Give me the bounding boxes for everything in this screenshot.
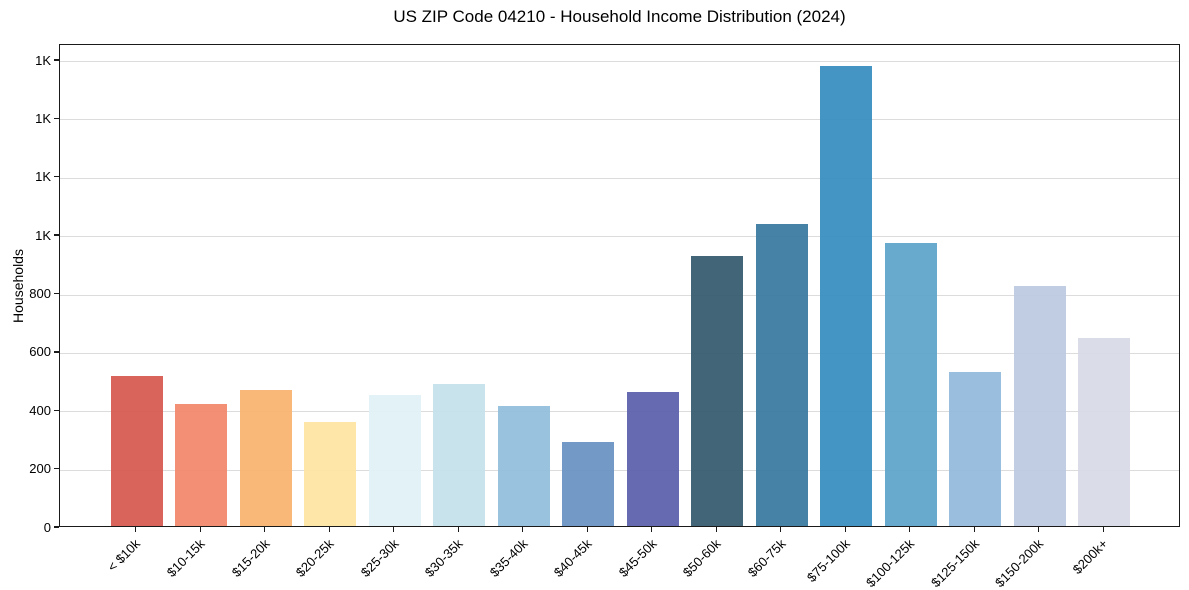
- x-tick-label-text: $75-100k: [803, 536, 853, 585]
- y-tick-label: 800: [29, 286, 51, 302]
- bar-20-25k: [304, 421, 357, 526]
- bar-40-45k: [562, 441, 615, 526]
- y-tick-mark: [53, 467, 59, 470]
- bar-50-60k: [691, 256, 744, 526]
- y-tick-label: 0: [43, 519, 51, 535]
- x-tick-mark: [973, 527, 975, 532]
- x-tick-label-text: $150-200k: [992, 536, 1047, 590]
- x-tick-mark: [651, 527, 653, 532]
- x-tick-mark: [715, 527, 717, 532]
- y-tick-mark: [53, 59, 59, 61]
- x-tick-mark: [393, 527, 395, 532]
- x-tick-mark: [844, 527, 846, 532]
- x-tick-label-text: $60-75k: [744, 536, 789, 580]
- x-tick-mark: [586, 527, 588, 532]
- x-tick-label-text: $10-15k: [164, 536, 208, 580]
- x-tick-mark: [135, 527, 137, 532]
- gridline: [60, 294, 1179, 296]
- x-tick-label-text: $25-30k: [357, 536, 402, 580]
- gridline: [60, 411, 1179, 413]
- y-tick-label: 200: [29, 461, 51, 477]
- y-tick-mark: [53, 292, 59, 295]
- bar-100-125k: [884, 242, 937, 526]
- y-tick-label: 400: [29, 402, 51, 418]
- x-tick-label-text: $40-45k: [551, 536, 595, 580]
- x-tick-mark: [522, 527, 524, 532]
- gridline: [60, 352, 1179, 354]
- y-tick-mark: [53, 176, 59, 178]
- x-tick-label-text: $100-125k: [863, 536, 918, 590]
- bar-75-100k: [820, 66, 873, 526]
- gridline: [60, 469, 1179, 471]
- x-tick-label-text: $200k+: [1069, 536, 1111, 578]
- bar-10-15k: [175, 404, 228, 526]
- bar-150-200k: [1013, 285, 1066, 526]
- bar-45-50k: [626, 391, 679, 526]
- gridline: [60, 236, 1179, 238]
- y-tick-label: 1K: [35, 227, 51, 243]
- x-tick-mark: [909, 527, 911, 532]
- bar-10k: [110, 376, 163, 526]
- y-tick-mark: [53, 117, 59, 120]
- x-tick-label-text: < $10k: [104, 536, 144, 575]
- gridline: [60, 177, 1179, 179]
- plot-area: [59, 44, 1180, 527]
- bar-60-75k: [755, 224, 808, 526]
- y-tick-mark: [53, 351, 59, 353]
- bar-200k: [1078, 338, 1131, 526]
- x-tick-label-text: $30-35k: [422, 536, 466, 580]
- chart-title: US ZIP Code 04210 - Household Income Dis…: [393, 7, 846, 26]
- x-tick-label-text: $45-50k: [615, 536, 660, 580]
- x-tick-mark: [780, 527, 782, 532]
- x-tick-mark: [199, 527, 201, 532]
- x-tick-label-text: $35-40k: [486, 536, 531, 580]
- y-tick-label: 1K: [35, 110, 51, 126]
- x-tick-label-text: $50-60k: [680, 536, 724, 580]
- y-tick-mark: [53, 409, 59, 411]
- y-tick-mark: [53, 526, 59, 528]
- x-tick-mark: [1038, 527, 1040, 532]
- bar-15-20k: [239, 390, 292, 526]
- bar-30-35k: [433, 383, 486, 526]
- x-tick-mark: [457, 527, 459, 532]
- x-tick-mark: [264, 527, 266, 532]
- x-tick-label-text: $15-20k: [228, 536, 273, 580]
- y-tick-label: 1K: [35, 52, 51, 68]
- gridline: [60, 119, 1179, 121]
- y-tick-mark: [53, 234, 59, 236]
- bar-125-150k: [949, 371, 1002, 526]
- x-tick-label-text: $125-150k: [927, 536, 982, 590]
- x-tick-label-text: $20-25k: [293, 536, 337, 580]
- gridline: [60, 61, 1179, 63]
- x-tick-mark: [1102, 527, 1104, 532]
- bar-35-40k: [497, 405, 550, 526]
- x-tick-mark: [328, 527, 330, 532]
- y-tick-label: 600: [29, 344, 51, 360]
- y-tick-label: 1K: [35, 169, 51, 185]
- bar-25-30k: [368, 394, 421, 526]
